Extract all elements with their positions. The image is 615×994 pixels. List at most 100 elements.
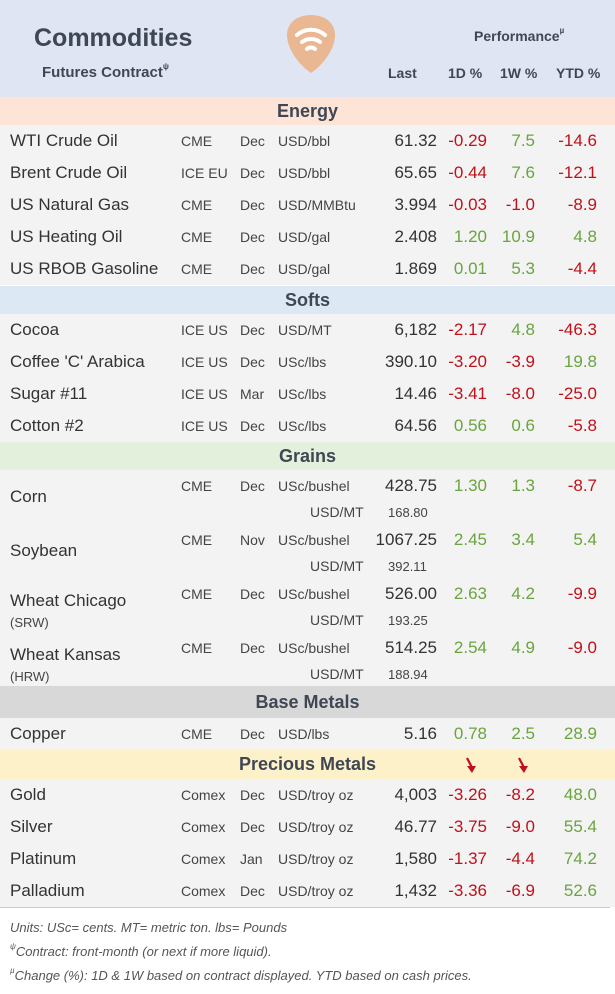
price-unit-metric: USD/MT (310, 666, 364, 682)
table-row: Wheat Kansas (HRW) CME Dec USc/bushel 514.25 U… (0, 632, 615, 686)
commodity-name: Silver (10, 817, 53, 836)
change-1w: 2.5 (511, 724, 535, 743)
last-price: 1.869 (394, 259, 437, 278)
exchange: Comex (181, 883, 226, 899)
contract-month: Dec (240, 133, 265, 149)
table-header: Commodities Futures Contractψ Performanc… (0, 0, 615, 97)
change-1d: 2.54 (453, 638, 487, 657)
footer-divider (0, 907, 610, 908)
last-price-metric: 188.94 (388, 667, 428, 682)
table-row: US RBOB Gasoline CME Dec USD/gal 1.869 0.01 5.… (0, 253, 615, 285)
change-1w: 7.5 (511, 131, 535, 150)
exchange: Comex (181, 787, 226, 803)
last-price: 526.00 (385, 584, 437, 603)
last-price: 4,003 (394, 785, 437, 804)
commodity-name: US Natural Gas (10, 195, 130, 214)
section-header-softs: Softs (0, 286, 615, 314)
change-1d: 0.01 (453, 259, 487, 278)
table-row: Gold Comex Dec USD/troy oz 4,003 -3.26 -8.2 48.… (0, 779, 615, 811)
commodity-name: Cotton #2 (10, 416, 84, 435)
change-1w: -3.9 (505, 352, 535, 371)
change-ytd: 28.9 (563, 724, 597, 743)
change-1d: -3.75 (448, 817, 487, 836)
change-1d: -2.17 (448, 320, 487, 339)
section-header-base-metals: Base Metals (0, 686, 615, 718)
change-1w: -4.4 (505, 849, 535, 868)
down-trend-arrow-icon (466, 757, 476, 773)
col-header-1d: 1D % (448, 65, 483, 81)
price-unit: USD/troy oz (278, 787, 354, 803)
table-row: Brent Crude Oil ICE EU Dec USD/bbl 65.65 -0.4… (0, 157, 615, 189)
last-price-metric: 193.25 (388, 613, 428, 628)
down-trend-arrow-icon (518, 757, 528, 773)
change-1w: -8.2 (505, 785, 535, 804)
commodity-name: Corn (10, 487, 47, 506)
change-ytd: -8.9 (567, 195, 597, 214)
change-1d: -3.20 (448, 352, 487, 371)
change-ytd: -12.1 (558, 163, 597, 182)
change-1w: 3.4 (511, 530, 535, 549)
change-ytd: 4.8 (573, 227, 597, 246)
change-1w: 7.6 (511, 163, 535, 182)
price-unit: USD/bbl (278, 133, 331, 149)
commodity-name: US RBOB Gasoline (10, 259, 159, 278)
price-unit: USc/lbs (278, 418, 327, 434)
table-row: Platinum Comex Jan USD/troy oz 1,580 -1.37 -4.… (0, 843, 615, 875)
last-price: 390.10 (385, 352, 437, 371)
change-1d: 1.20 (453, 227, 487, 246)
change-1w: -1.0 (505, 195, 535, 214)
exchange: CME (181, 478, 213, 494)
exchange: ICE US (181, 418, 228, 434)
commodity-name: Cocoa (10, 320, 60, 339)
commodity-name: US Heating Oil (10, 227, 123, 246)
section-header-grains: Grains (0, 442, 615, 470)
change-1w: 10.9 (501, 227, 535, 246)
change-1d: -3.41 (448, 384, 487, 403)
table-row: Copper CME Dec USD/lbs 5.16 0.78 2.5 28.9 (0, 718, 615, 750)
price-unit: USD/gal (278, 229, 331, 245)
exchange: CME (181, 229, 213, 245)
change-ytd: 48.0 (563, 785, 597, 804)
change-ytd: 74.2 (563, 849, 597, 868)
change-1w: -9.0 (505, 817, 535, 836)
commodity-name: Soybean (10, 541, 78, 560)
price-unit: USc/bushel (278, 586, 350, 602)
change-ytd: -25.0 (558, 384, 597, 403)
change-ytd: -4.4 (567, 259, 597, 278)
last-price-metric: 168.80 (388, 505, 428, 520)
change-1d: 0.56 (453, 416, 487, 435)
price-unit: USD/lbs (278, 726, 330, 742)
price-unit: USD/troy oz (278, 883, 354, 899)
table-row: Corn CME Dec USc/bushel 428.75 USD/MT 168.80 1.… (0, 470, 615, 524)
table-row: Coffee 'C' Arabica ICE US Dec USc/lbs 390.10… (0, 346, 615, 378)
change-1d: 2.45 (453, 530, 487, 549)
contract-month: Dec (240, 640, 265, 656)
commodity-name: Copper (10, 724, 66, 743)
exchange: ICE US (181, 386, 228, 402)
change-1d: -1.37 (448, 849, 487, 868)
exchange: CME (181, 133, 213, 149)
contract-month: Dec (240, 165, 265, 181)
commodity-subtype: (SRW) (10, 615, 49, 630)
table-row: Cotton #2 ICE US Dec USc/lbs 64.56 0.56 0.6 -5.… (0, 410, 615, 442)
section-header-precious-metals: Precious Metals (0, 750, 615, 779)
contract-month: Dec (240, 418, 265, 434)
table-row: Cocoa ICE US Dec USD/MT 6,182 -2.17 4.8 -46.3 (0, 314, 615, 346)
contract-month: Dec (240, 726, 265, 742)
table-row: Soybean CME Nov USc/bushel 1067.25 USD/MT 392.… (0, 524, 615, 578)
contract-month: Dec (240, 229, 265, 245)
note-contract-text: Contract: front-month (or next if more l… (15, 944, 272, 959)
change-1d: -0.03 (448, 195, 487, 214)
price-unit: USD/MMBtu (278, 197, 356, 213)
last-price: 5.16 (403, 724, 437, 743)
last-price: 514.25 (385, 638, 437, 657)
note-units: Units: USc= cents. MT= metric ton. lbs= … (10, 920, 288, 935)
contract-month: Nov (240, 532, 265, 548)
contract-month: Dec (240, 787, 265, 803)
note-contract: ψContract: front-month (or next if more … (10, 942, 272, 959)
change-1d: -0.44 (448, 163, 487, 182)
last-price: 65.65 (394, 163, 437, 182)
change-1d: 0.78 (453, 724, 487, 743)
table-row: Wheat Chicago (SRW) CME Dec USc/bushel 526.00… (0, 578, 615, 632)
last-price: 1,580 (394, 849, 437, 868)
